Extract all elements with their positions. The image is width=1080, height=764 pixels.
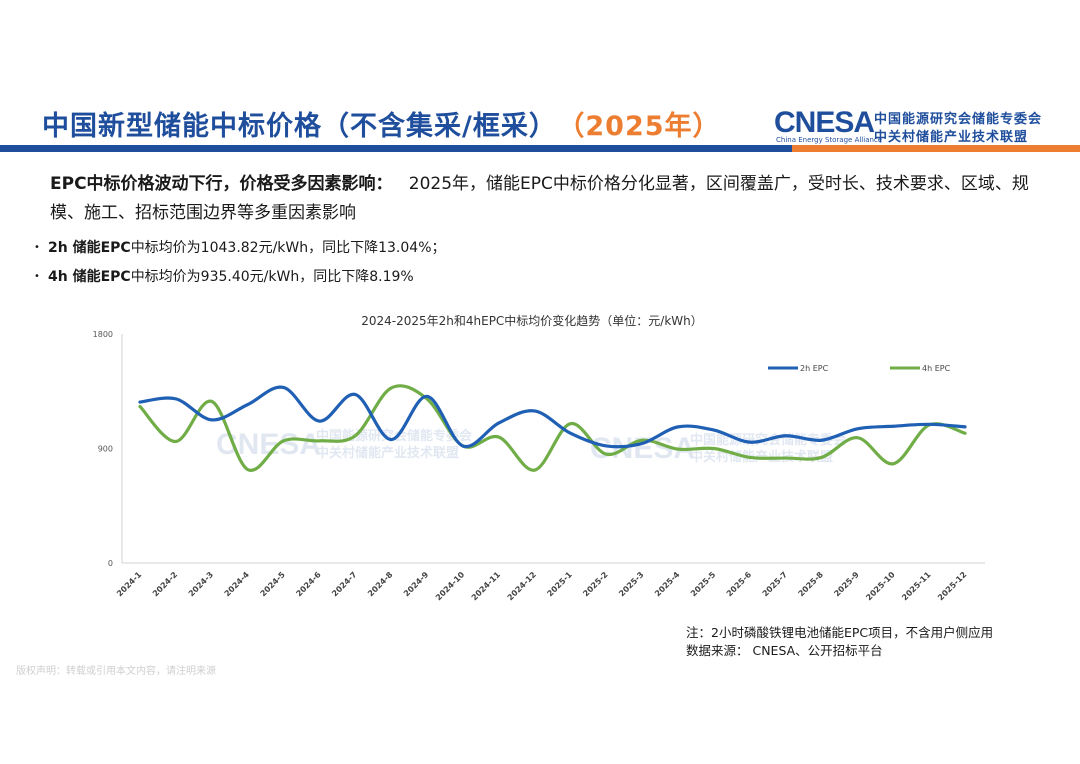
x-tick-label: 2025-10 (864, 570, 897, 603)
x-tick-label: 2025-5 (689, 570, 718, 599)
x-tick-label: 2024-7 (330, 570, 358, 598)
y-axis: 0 900 1800 (93, 330, 123, 568)
logo-sub-text: China Energy Storage Alliance (776, 136, 883, 144)
x-tick-label: 2025-11 (900, 570, 933, 603)
x-tick-label: 2024-11 (470, 570, 503, 603)
title-text: 中国新型储能中标价格（不含集采/框采） (42, 111, 557, 142)
x-tick-label: 2024-2 (151, 570, 179, 598)
x-tick-label: 2025-8 (797, 570, 826, 599)
x-tick-label: 2025-4 (653, 570, 682, 599)
legend-label: 4h EPC (922, 364, 951, 373)
bullet-4h-bold: 4h 储能EPC (48, 269, 131, 285)
x-tick-label: 2025-6 (725, 570, 754, 599)
intro-paragraph: EPC中标价格波动下行，价格受多因素影响： 2025年，储能EPC中标价格分化显… (50, 170, 1050, 228)
bullet-2h: • 2h 储能EPC中标均价为1043.82元/kWh，同比下降13.04%； (34, 237, 446, 257)
x-tick-label: 2025-9 (832, 570, 861, 599)
intro-body: 2025年，储能EPC中标价格分化显著，区间覆盖广，受时长、技术要求、区域、规模… (50, 174, 1029, 223)
data-source-note: 数据来源： CNESA、公开招标平台 (686, 643, 883, 658)
series-2h-line (138, 385, 967, 449)
watermark-cn-text: 中国能源研究会储能专委会 中关村储能产业技术联盟 (316, 428, 472, 462)
series-4h-line (138, 384, 967, 472)
footnote: 注：2小时磷酸铁锂电池储能EPC项目，不含用户侧应用 (686, 625, 994, 640)
price-trend-chart: 2024-2025年2h和4hEPC中标均价变化趋势（单位：元/kWh） 0 90… (93, 313, 985, 603)
copyright-disclaimer: 版权声明：转载或引用本文内容，请注明来源 (16, 666, 216, 677)
bullet-dot: • (34, 242, 40, 253)
x-tick-label: 2024-8 (366, 570, 395, 599)
x-tick-label: 2025-1 (545, 570, 574, 599)
bullet-dot: • (34, 271, 40, 282)
bullet-2h-bold: 2h 储能EPC (48, 240, 131, 256)
bullet-4h-text: 中标均价为935.40元/kWh，同比下降8.19% (130, 269, 414, 285)
cnesa-logo: CNESA China Energy Storage Alliance 中国能源… (774, 104, 1054, 146)
x-tick-label: 2025-12 (936, 570, 968, 602)
x-tick-label: 2024-6 (294, 570, 323, 599)
chart-title: 2024-2025年2h和4hEPC中标均价变化趋势（单位：元/kWh） (361, 313, 703, 328)
bullet-4h: • 4h 储能EPC中标均价为935.40元/kWh，同比下降8.19% (34, 266, 414, 286)
x-tick-label: 2024-12 (506, 570, 538, 602)
header-rule-blue (0, 145, 792, 152)
logo-main-text: CNESA (774, 106, 875, 139)
bullet-2h-text: 中标均价为1043.82元/kWh，同比下降13.04%； (130, 240, 446, 256)
x-tick-label: 2024-9 (402, 570, 431, 599)
x-tick-label: 2024-4 (223, 570, 252, 599)
logo-cn-line2: 中关村储能产业技术联盟 (874, 130, 1029, 145)
page-title: 中国新型储能中标价格（不含集采/框采） （2025年） (42, 104, 721, 143)
header-rule-orange (792, 145, 1080, 152)
watermark-cn-line1: 中国能源研究会储能专委会 (316, 429, 473, 444)
x-tick-label: 2025-7 (761, 570, 789, 598)
series-layer (138, 384, 967, 472)
x-axis: 2024-1 2024-2 2024-3 2024-4 2024-5 2024-6 2024… (115, 562, 985, 603)
x-tick-label: 2024-5 (258, 570, 287, 599)
x-tick-label: 2024-10 (434, 570, 467, 603)
y-tick-label: 0 (108, 559, 113, 568)
y-tick-label: 900 (98, 445, 113, 454)
intro-lead: EPC中标价格波动下行，价格受多因素影响： (50, 174, 393, 194)
logo-cn-line1: 中国能源研究会储能专委会 (874, 112, 1043, 127)
legend: 2h EPC 4h EPC (768, 364, 951, 373)
watermark-cn-line2: 中关村储能产业技术联盟 (316, 446, 460, 461)
x-tick-label: 2024-1 (115, 570, 144, 599)
x-tick-label: 2024-3 (187, 570, 215, 598)
x-tick-label: 2025-3 (617, 570, 645, 598)
legend-label: 2h EPC (800, 364, 829, 373)
y-tick-label: 1800 (93, 330, 113, 339)
x-tick-label: 2025-2 (581, 570, 609, 598)
title-year: （2025年） (570, 111, 721, 142)
